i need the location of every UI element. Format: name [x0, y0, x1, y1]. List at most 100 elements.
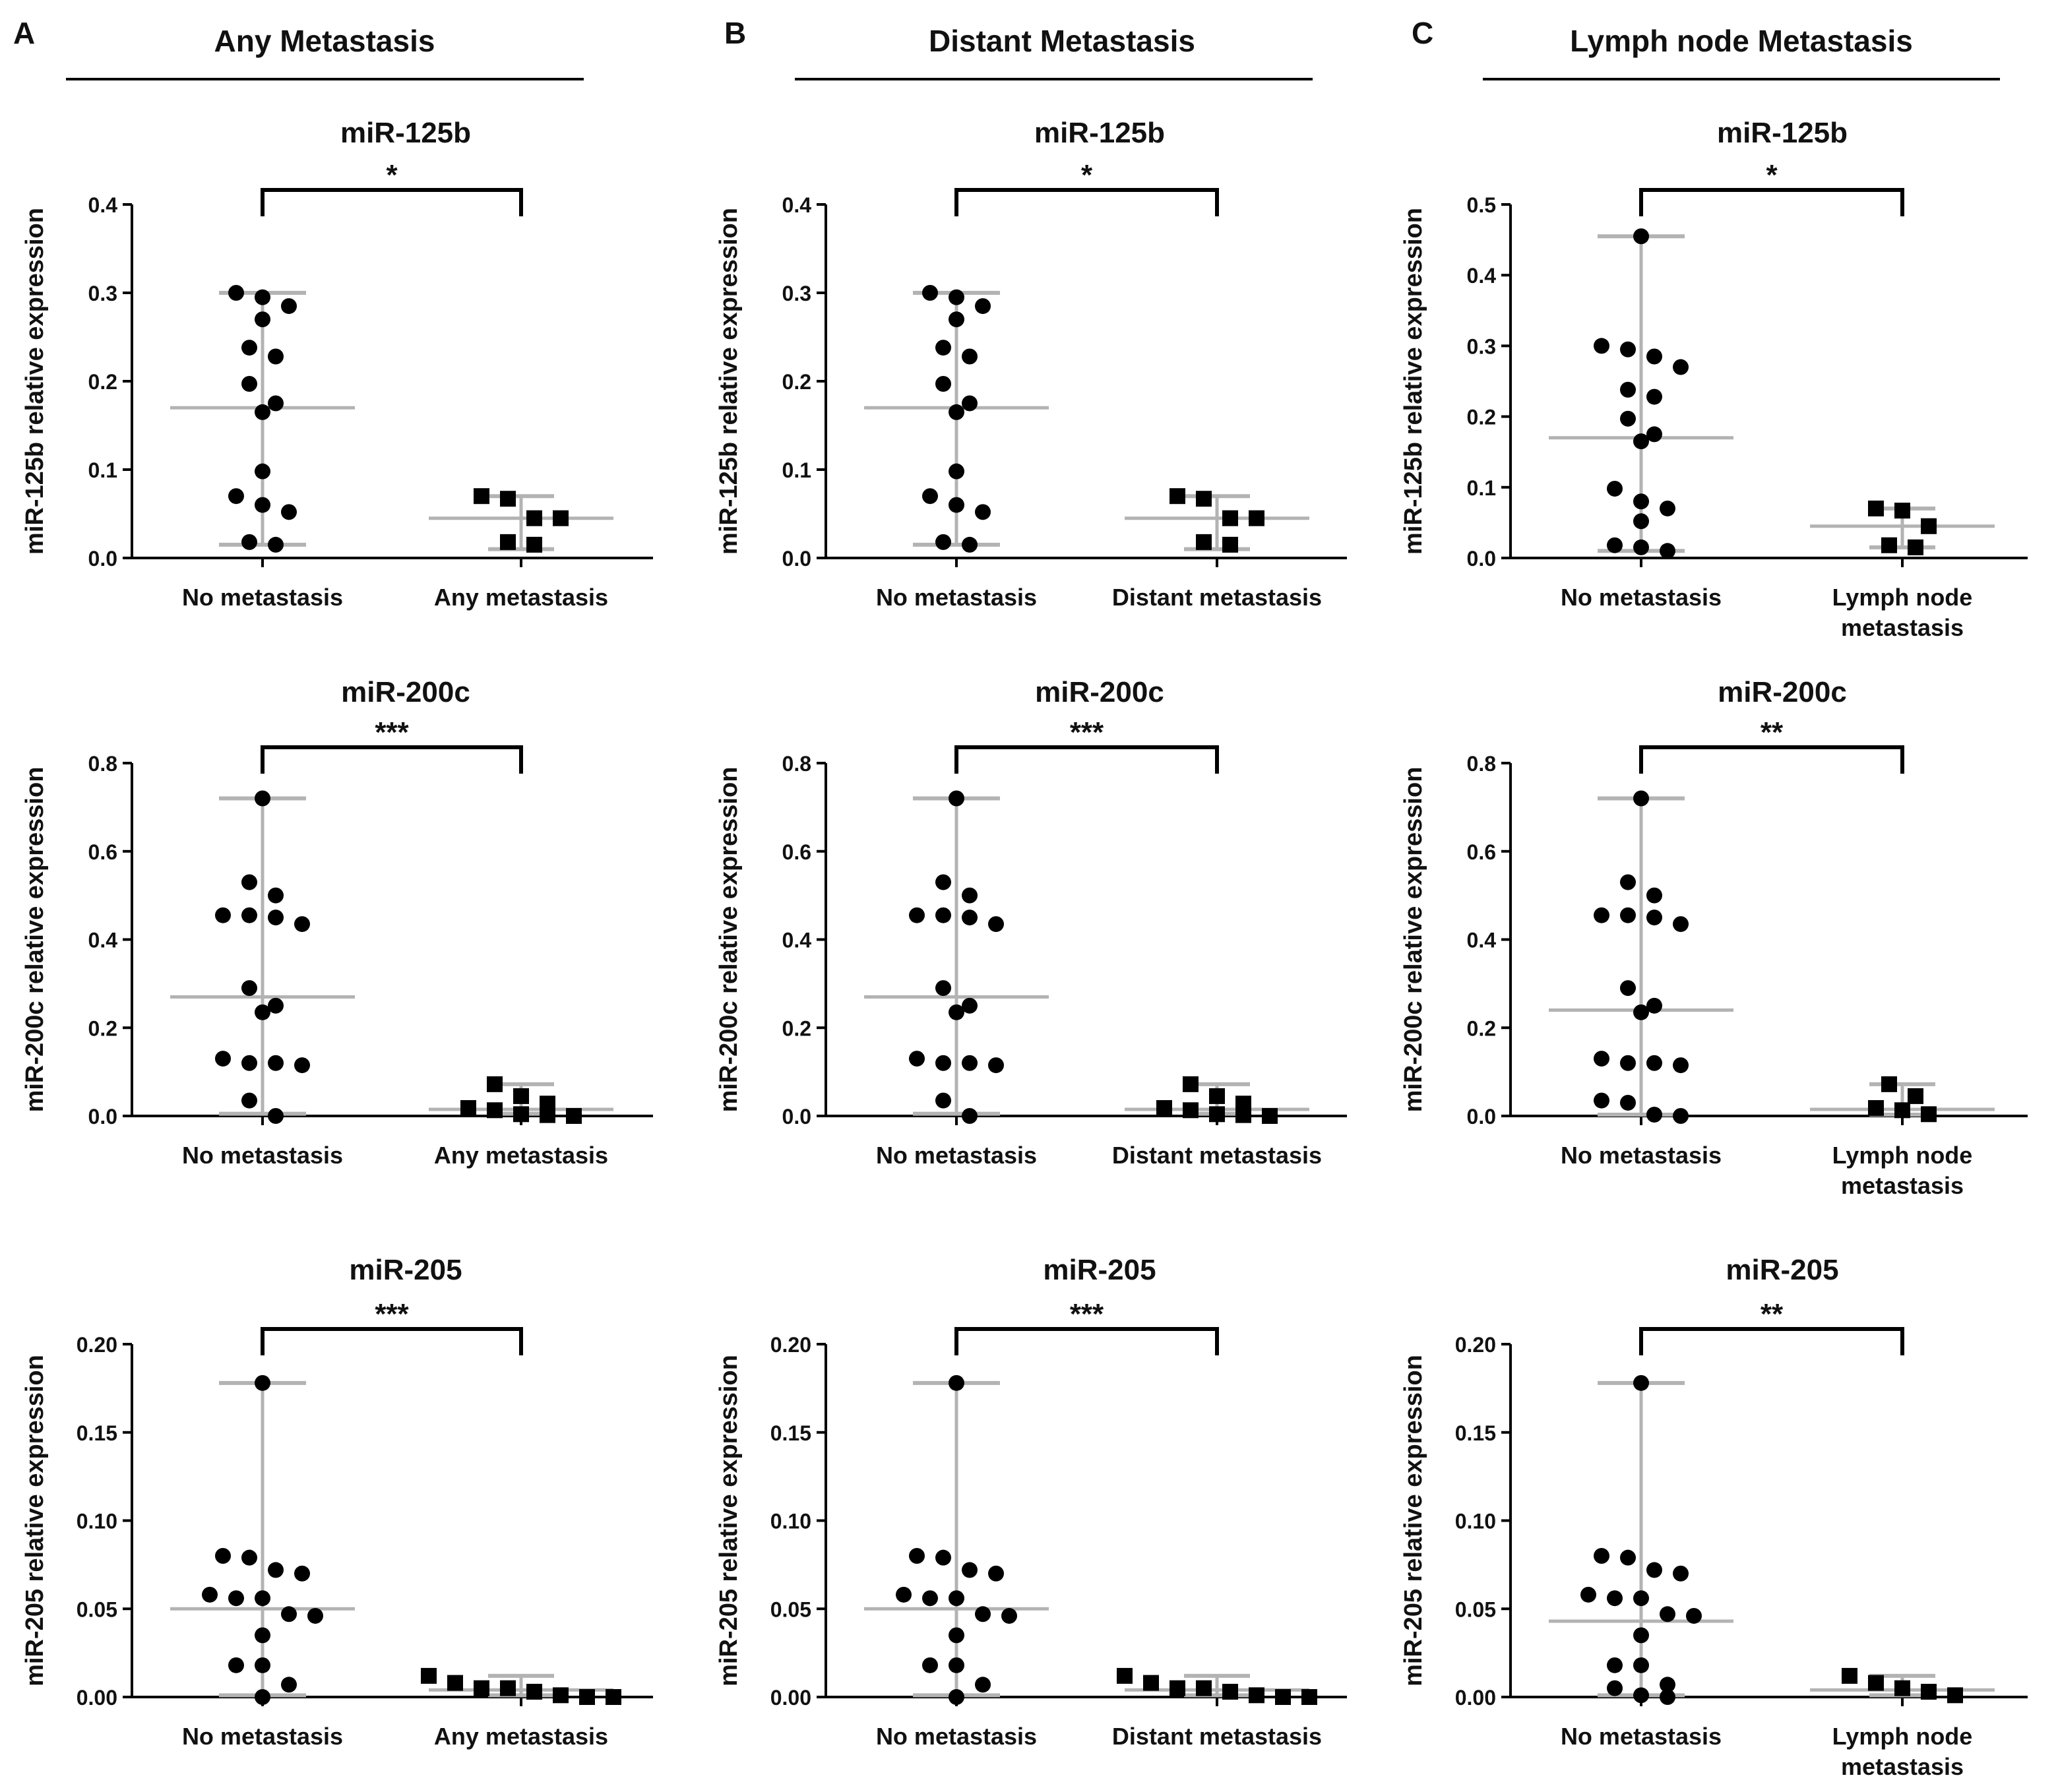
data-point [1262, 1108, 1278, 1124]
y-tick-label: 0.10 [770, 1510, 811, 1533]
data-point [962, 910, 978, 926]
y-tick-label: 0.4 [782, 193, 812, 217]
chart-B-miR-125b: miR-125b miR-125b relative expression 0.0 0… [715, 117, 1347, 611]
data-point [1660, 1606, 1675, 1622]
y-tick-label: 0.4 [88, 193, 118, 217]
data-point [1646, 1106, 1662, 1123]
data-point [307, 1607, 323, 1624]
significance-label: * [1766, 159, 1778, 191]
chart-title: miR-125b [1034, 117, 1165, 149]
data-point [1301, 1689, 1317, 1705]
y-tick-label: 0.8 [88, 752, 117, 776]
data-point [566, 1108, 582, 1124]
data-point [1183, 1102, 1199, 1119]
data-point [1607, 1680, 1623, 1696]
data-point [1607, 1590, 1623, 1607]
y-tick-label: 0.15 [1455, 1421, 1496, 1445]
x-category-label: metastasis [1841, 614, 1964, 641]
x-category-label: Distant metastasis [1112, 584, 1322, 611]
group-metastasis: Distant metastasis [1112, 1667, 1322, 1750]
data-point [1249, 1687, 1264, 1704]
x-category-label: No metastasis [182, 584, 343, 611]
y-tick-label: 0.6 [88, 840, 117, 864]
data-point [935, 874, 951, 890]
x-category-label: No metastasis [876, 1723, 1037, 1750]
data-point [1607, 537, 1623, 553]
y-tick-label: 0.8 [782, 752, 811, 776]
data-point [1196, 1680, 1212, 1696]
data-point [1594, 1548, 1609, 1564]
group-no-metastasis: No metastasis [1549, 228, 1733, 611]
x-category-label: No metastasis [182, 1723, 343, 1750]
data-point [268, 395, 284, 412]
significance-bracket [261, 1327, 523, 1355]
x-category-label: Lymph node [1832, 1142, 1973, 1169]
data-point [487, 1076, 503, 1092]
x-category-label: Any metastasis [434, 1142, 608, 1169]
y-tick-label: 0.05 [770, 1597, 811, 1621]
data-point [1620, 341, 1636, 357]
significance-label: *** [375, 716, 409, 749]
data-point [1646, 426, 1662, 443]
x-category-label: metastasis [1841, 1172, 1964, 1199]
group-no-metastasis: No metastasis [170, 285, 355, 611]
data-point [228, 285, 244, 301]
data-point [1646, 887, 1662, 904]
data-point [1894, 503, 1910, 519]
data-point [215, 907, 231, 923]
chart-A-miR-200c: miR-200c miR-200c relative expression 0.0 0… [21, 676, 653, 1169]
data-point [1673, 359, 1689, 375]
data-point [922, 285, 938, 301]
data-point [1156, 1099, 1172, 1116]
data-point [241, 534, 257, 550]
y-axis-label: miR-125b relative expression [21, 208, 49, 555]
data-point [268, 536, 284, 553]
data-point [202, 1586, 218, 1603]
y-tick-label: 0.15 [770, 1421, 811, 1445]
data-point [268, 887, 284, 904]
data-point [255, 311, 270, 328]
data-point [1894, 1680, 1910, 1696]
x-category-label: Lymph node [1832, 1723, 1973, 1750]
y-axis-label: miR-200c relative expression [21, 767, 49, 1113]
data-point [962, 887, 978, 904]
data-point [268, 348, 284, 365]
y-tick-label: 0.2 [88, 370, 117, 394]
y-tick-label: 0.2 [782, 1016, 811, 1040]
data-point [255, 1627, 270, 1644]
data-point [294, 1057, 310, 1074]
y-tick-label: 0.2 [1467, 406, 1496, 429]
y-tick-label: 0.00 [770, 1686, 811, 1710]
y-tick-label: 0.4 [88, 929, 118, 952]
y-tick-label: 0.1 [782, 458, 811, 482]
data-point [1633, 1657, 1649, 1673]
data-point [962, 1562, 978, 1578]
chart-title: miR-125b [340, 117, 471, 149]
x-category-label: Any metastasis [434, 584, 608, 611]
data-point [1620, 907, 1636, 923]
panel-letter-A: A [13, 16, 35, 50]
data-point [988, 916, 1004, 933]
y-tick-label: 0.15 [77, 1421, 117, 1445]
data-point [579, 1689, 595, 1705]
data-point [241, 980, 257, 997]
data-point [988, 1057, 1004, 1074]
data-point [909, 1051, 925, 1067]
group-no-metastasis: No metastasis [170, 790, 355, 1169]
data-point [1633, 1590, 1649, 1607]
data-point [255, 404, 270, 420]
data-point [513, 1088, 529, 1104]
significance-bracket [261, 188, 523, 216]
data-point [1620, 874, 1636, 890]
data-point [1633, 1627, 1649, 1644]
data-point [1633, 433, 1649, 450]
data-point [949, 404, 964, 420]
y-tick-label: 0.1 [1467, 476, 1496, 500]
y-tick-label: 0.0 [1467, 1105, 1496, 1128]
data-point [909, 907, 925, 923]
data-point [1594, 907, 1609, 923]
data-point [935, 907, 951, 923]
data-point [1222, 536, 1238, 553]
significance-label: * [1081, 159, 1093, 191]
data-point [962, 348, 978, 365]
